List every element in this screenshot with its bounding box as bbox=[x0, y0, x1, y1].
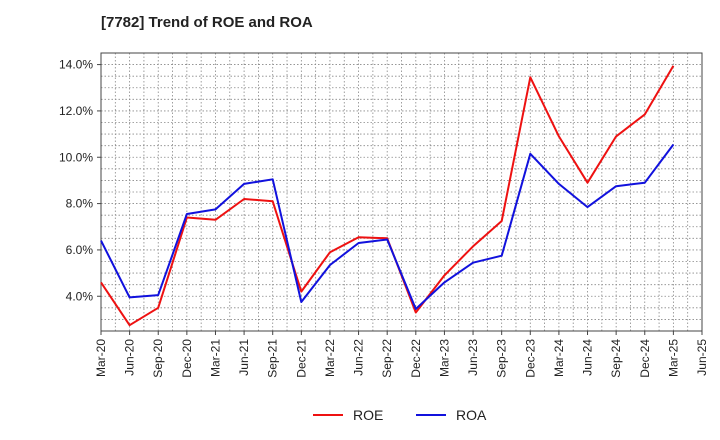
y-tick-label: 12.0% bbox=[59, 104, 93, 118]
x-tick-label: Sep-21 bbox=[266, 339, 280, 378]
x-tick-label: Jun-23 bbox=[466, 339, 480, 376]
x-tick-label: Dec-23 bbox=[523, 339, 537, 378]
series-line-roa bbox=[100, 143, 675, 310]
y-axis: 4.0% 6.0% 8.0% 10.0% 12.0% 14.0% bbox=[59, 58, 101, 303]
x-tick-label: Sep-22 bbox=[380, 339, 394, 378]
chart-title: [7782] Trend of ROE and ROA bbox=[101, 14, 313, 31]
plot-area-frame bbox=[100, 52, 703, 332]
series-lines bbox=[100, 65, 675, 327]
x-tick-label: Mar-21 bbox=[208, 339, 222, 377]
x-axis: Mar-20 Jun-20 Sep-20 Dec-20 Mar-21 Jun-21 Sep-… bbox=[94, 331, 709, 378]
x-tick-label: Jun-21 bbox=[237, 339, 251, 376]
legend-label-roe: ROE bbox=[353, 407, 383, 423]
legend-label-roa: ROA bbox=[456, 407, 487, 423]
legend: ROE ROA bbox=[313, 407, 487, 423]
x-tick-label: Jun-22 bbox=[352, 339, 366, 376]
x-tick-label: Jun-24 bbox=[581, 339, 595, 376]
y-tick-label: 8.0% bbox=[66, 197, 94, 211]
y-tick-label: 6.0% bbox=[66, 243, 94, 257]
x-tick-label: Mar-24 bbox=[552, 339, 566, 377]
x-tick-label: Sep-23 bbox=[495, 339, 509, 378]
grid-lines bbox=[100, 52, 703, 331]
y-tick-label: 14.0% bbox=[59, 58, 93, 72]
x-tick-label: Dec-24 bbox=[638, 339, 652, 378]
y-tick-label: 10.0% bbox=[59, 150, 93, 164]
x-tick-label: Jun-25 bbox=[695, 339, 709, 376]
x-tick-label: Dec-21 bbox=[294, 339, 308, 378]
x-tick-label: Mar-20 bbox=[94, 339, 108, 377]
x-tick-label: Dec-22 bbox=[409, 339, 423, 378]
x-tick-label: Mar-25 bbox=[666, 339, 680, 377]
x-tick-label: Jun-20 bbox=[123, 339, 137, 376]
x-tick-label: Sep-20 bbox=[151, 339, 165, 378]
series-line-roe bbox=[100, 65, 675, 327]
x-tick-label: Dec-20 bbox=[180, 339, 194, 378]
x-tick-label: Sep-24 bbox=[609, 339, 623, 378]
x-tick-label: Mar-23 bbox=[437, 339, 451, 377]
y-tick-label: 4.0% bbox=[66, 289, 94, 303]
x-tick-label: Mar-22 bbox=[323, 339, 337, 377]
